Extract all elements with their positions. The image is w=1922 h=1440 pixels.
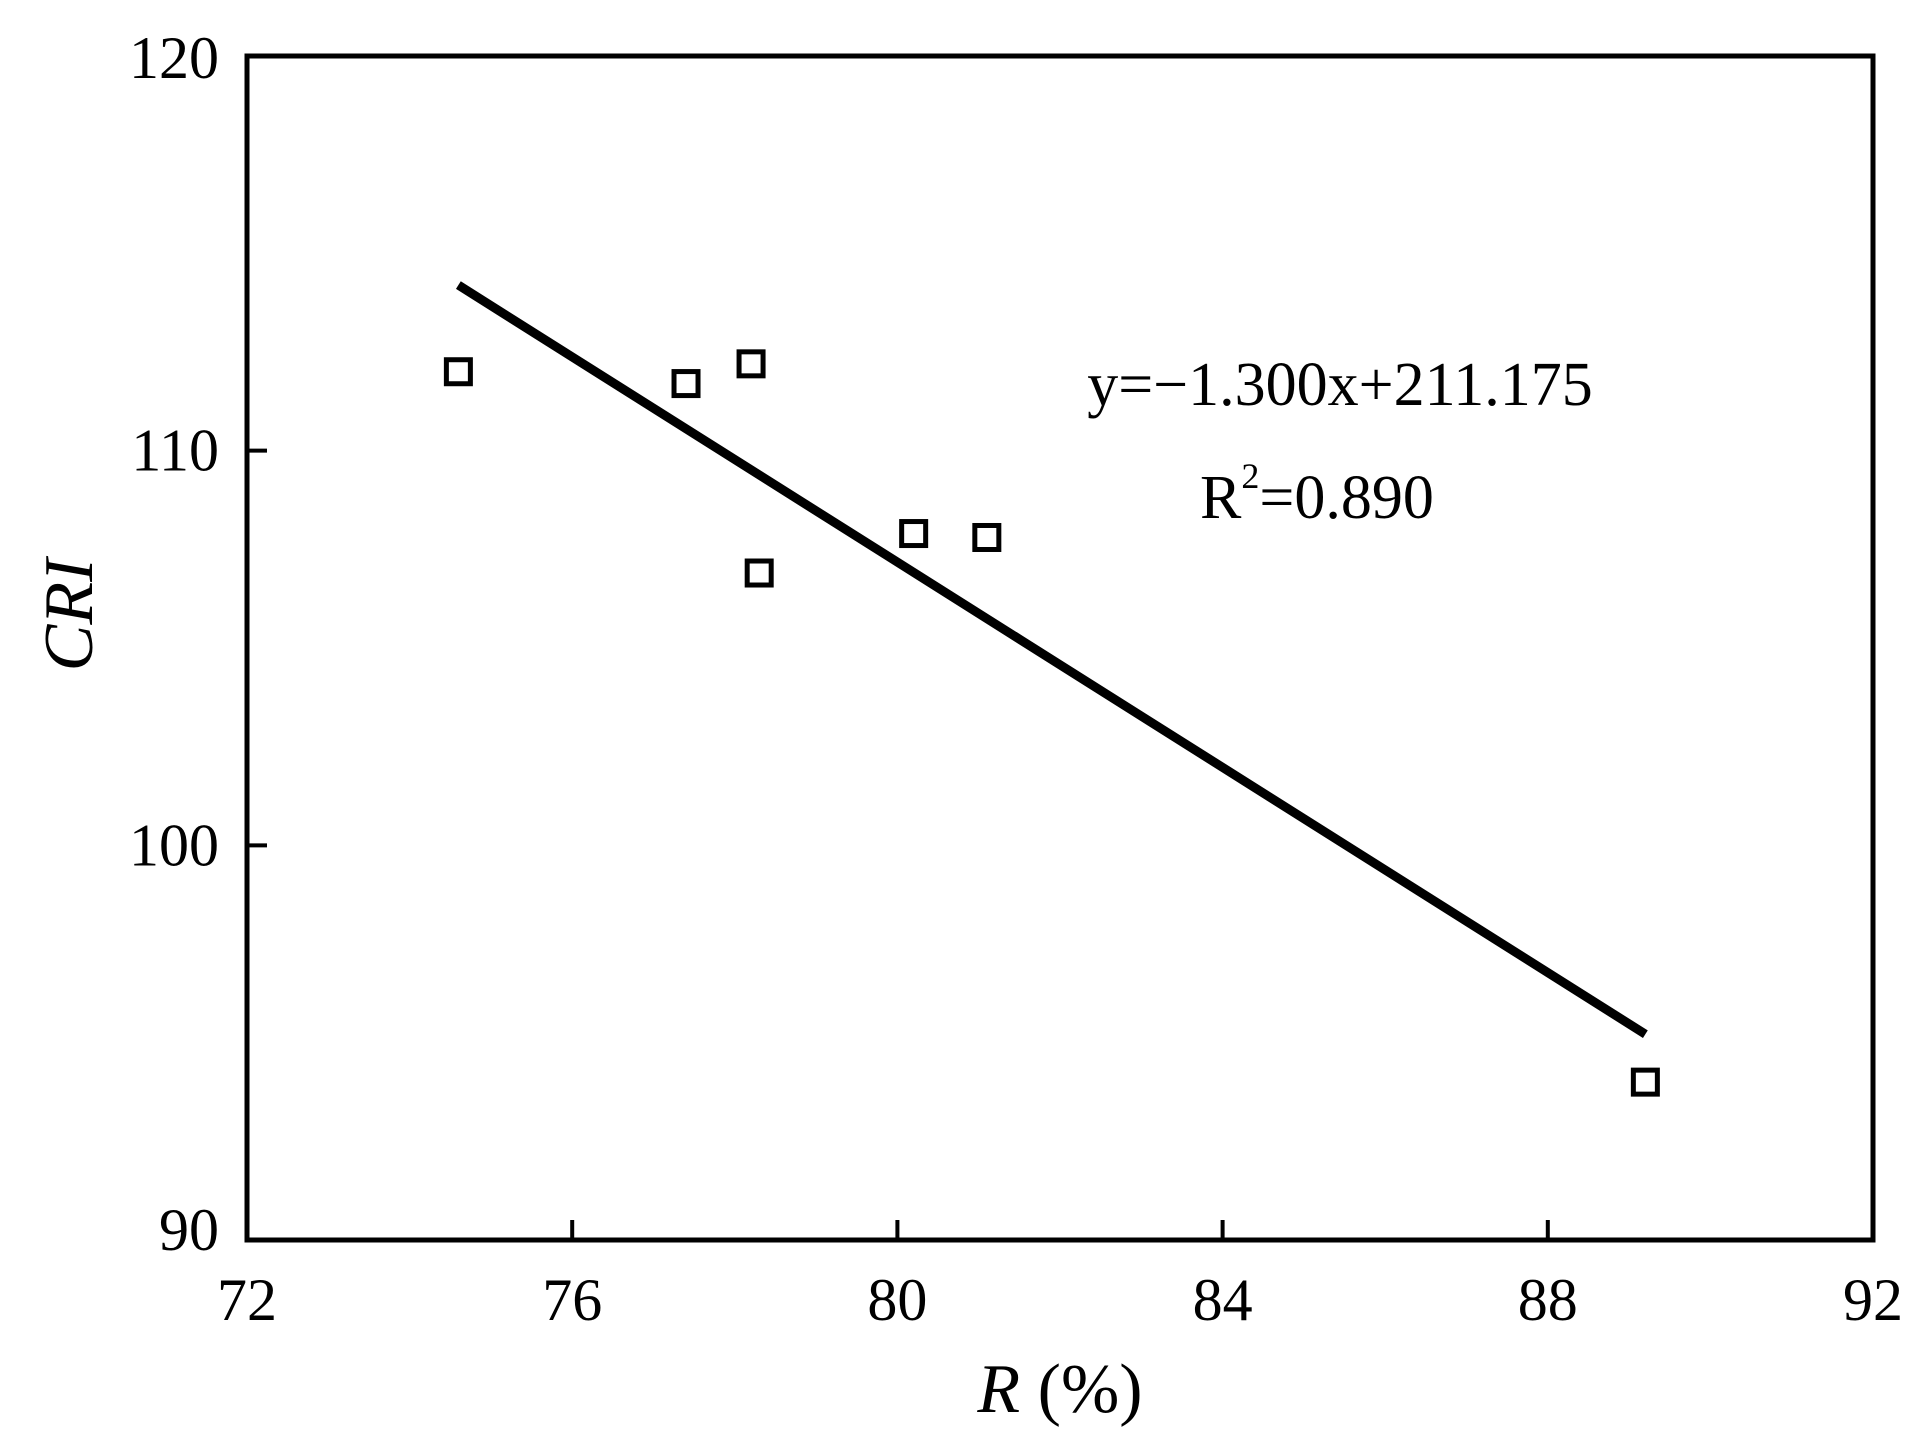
x-tick-label: 88 [1518,1267,1578,1333]
fit-line-group [455,281,1648,1038]
data-point-square [972,522,1002,552]
y-tick-label: 110 [131,418,219,484]
y-axis-ticks: 90 100 110 120 [129,25,267,1263]
x-tick-label: 76 [542,1267,602,1333]
data-point-square [443,357,473,387]
x-tick-label: 84 [1193,1267,1253,1333]
data-point-square [1630,1067,1660,1097]
y-axis-label: CRI [31,555,108,671]
y-tick-label: 90 [159,1197,219,1263]
fit-line [455,281,1648,1038]
x-tick-label: 92 [1843,1267,1903,1333]
data-point-square [736,349,766,379]
x-axis-label: R (%) [976,1351,1142,1428]
y-tick-label: 100 [129,812,219,878]
x-axis-ticks: 72 76 80 84 88 92 [217,1220,1903,1333]
r-squared: R2=0.890 [1200,456,1434,532]
x-tick-label: 72 [217,1267,277,1333]
fit-equation: y=−1.300x+211.175 [1087,351,1593,419]
data-points [443,349,1660,1097]
data-point-square [744,558,774,588]
data-point-square [671,369,701,399]
plot-frame [244,53,1876,1243]
y-tick-label: 120 [129,25,219,91]
data-point-square [899,519,929,549]
x-tick-label: 80 [867,1267,927,1333]
